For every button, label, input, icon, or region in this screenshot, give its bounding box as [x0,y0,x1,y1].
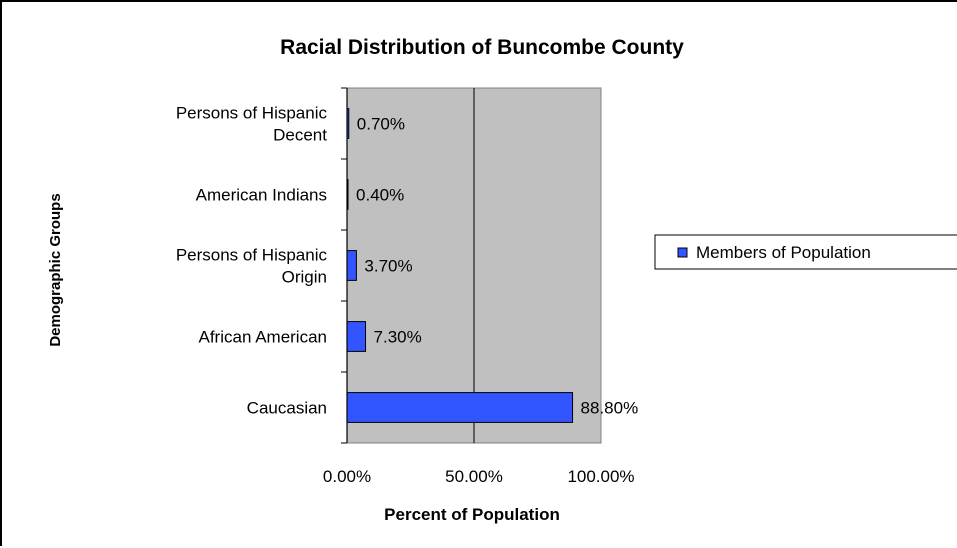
legend-label: Members of Population [696,243,871,262]
legend: Members of Population [654,234,957,270]
category-label-0-0: Persons of Hispanic [176,104,328,123]
y-axis-ticks [341,87,347,444]
legend-box [654,234,957,270]
bars [346,108,574,423]
category-labels: Persons of Hispanic Decent American Indian… [176,104,328,418]
category-label-2-1: Origin [282,268,327,287]
x-tick-label-1: 50.00% [445,467,503,486]
data-label-3: 7.30% [374,328,422,347]
x-axis-title: Percent of Population [384,505,560,524]
chart-title: Racial Distribution of Buncombe County [280,36,684,59]
data-label-0: 0.70% [357,115,405,134]
bar-2 [346,250,357,281]
category-label-3-0: African American [199,328,328,347]
x-tick-label-2: 100.00% [567,467,634,486]
x-tick-label-0: 0.00% [323,467,371,486]
data-labels: 0.70% 0.40% 3.70% 7.30% 88.80% [356,115,638,418]
data-label-2: 3.70% [364,257,412,276]
category-label-0-1: Decent [273,126,327,145]
bar-4 [346,392,574,423]
data-label-1: 0.40% [356,186,404,205]
data-label-4: 88.80% [581,399,639,418]
bar-3 [346,321,367,352]
category-label-1-0: American Indians [196,186,327,205]
x-tick-labels: 0.00% 50.00% 100.00% [323,467,635,486]
y-axis-title: Demographic Groups [47,193,64,346]
category-label-2-0: Persons of Hispanic [176,246,328,265]
category-label-4-0: Caucasian [247,399,327,418]
legend-swatch [677,247,688,258]
